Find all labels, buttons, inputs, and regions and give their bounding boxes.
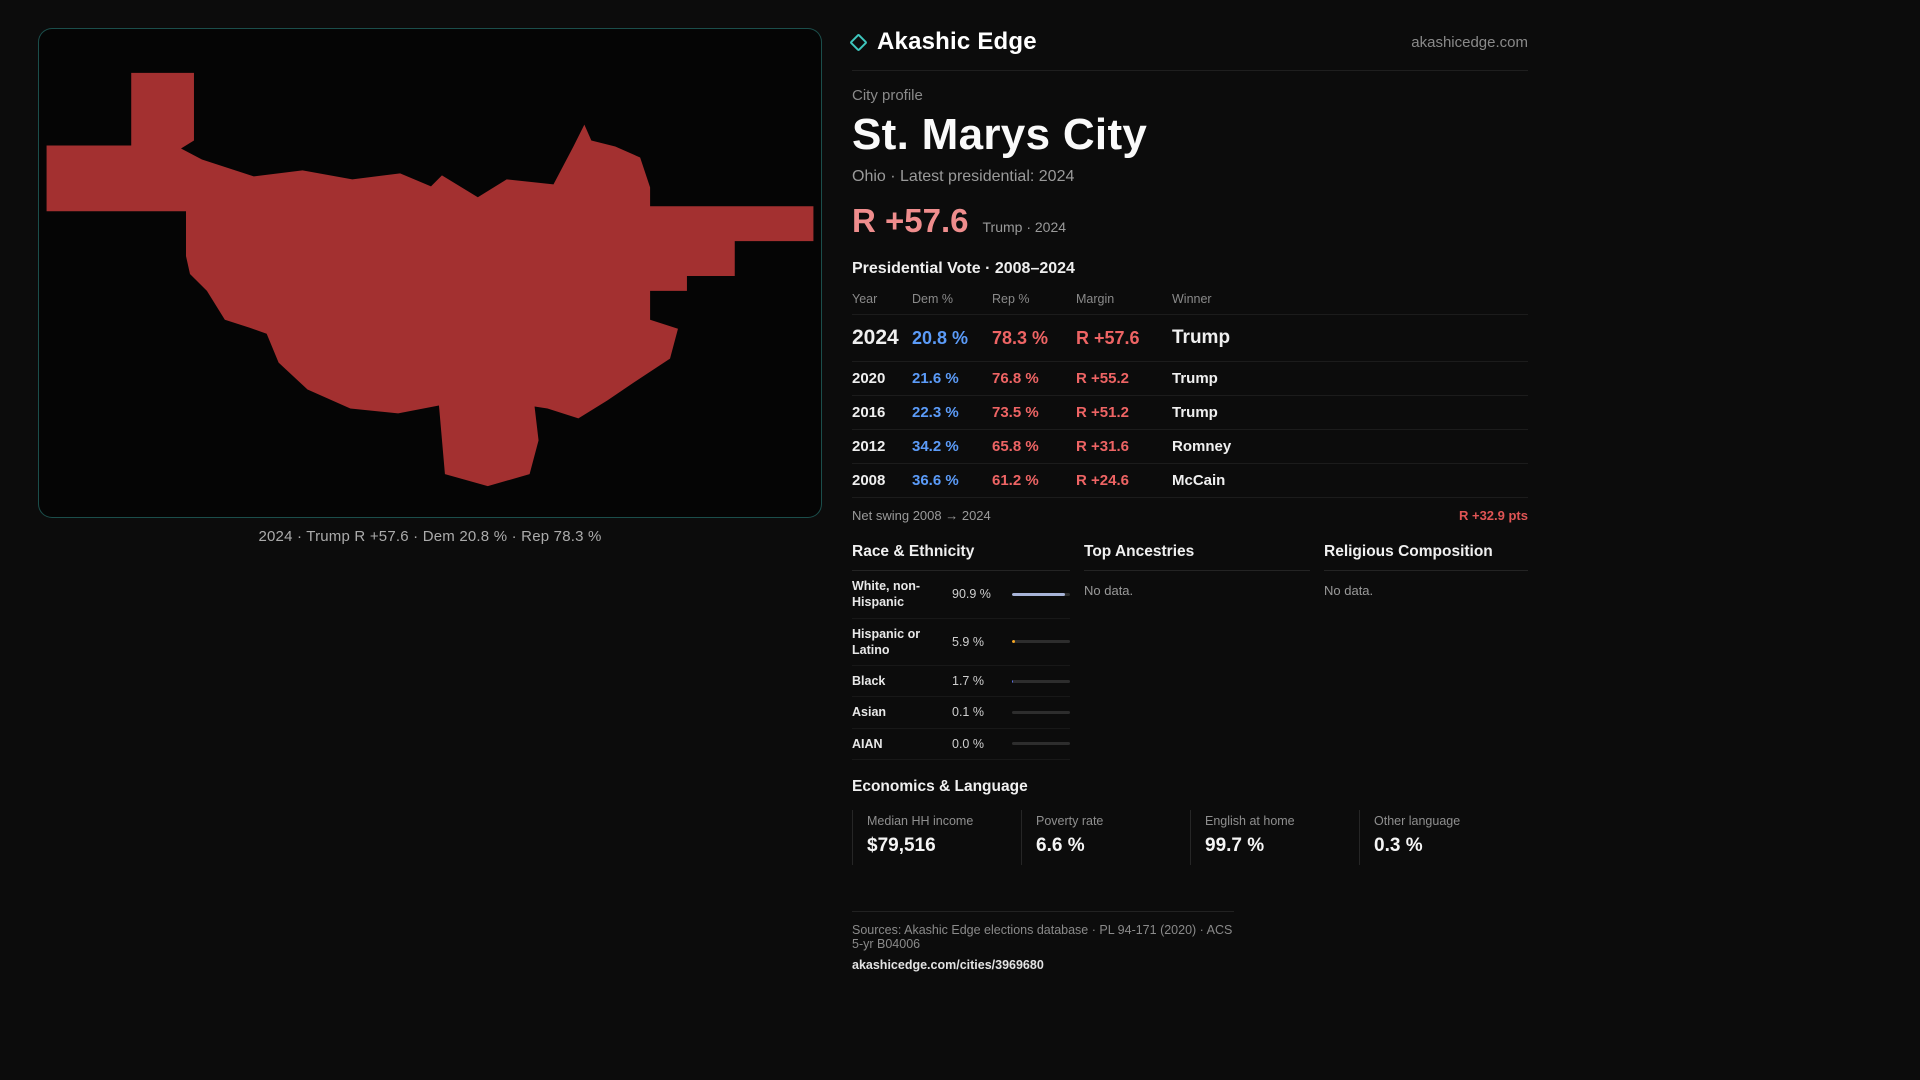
vote-table-title: Presidential Vote · 2008–2024	[852, 260, 1075, 277]
top-ancestries-column: Top Ancestries No data.	[1084, 543, 1310, 760]
race-row: Hispanic or Latino 5.9 %	[852, 619, 1070, 666]
race-bar	[1012, 679, 1070, 683]
headline-note: Trump · 2024	[982, 219, 1067, 235]
stat-card: English at home 99.7 %	[1190, 809, 1359, 865]
page-title: St. Marys City	[852, 110, 1148, 159]
race-ethnicity-column: Race & Ethnicity White, non-Hispanic 90.…	[852, 543, 1070, 760]
vote-table-header: Year Dem % Rep % Margin Winner	[852, 288, 1528, 314]
table-row: 2024 20.8 % 78.3 % R +57.6 Trump	[852, 314, 1528, 361]
profile-panel: Akashic Edge akashicedge.com City profil…	[849, 24, 1528, 974]
col-year: Year	[852, 292, 878, 306]
race-bar	[1012, 640, 1070, 644]
col-margin: Margin	[1076, 292, 1115, 306]
headline-margin: R +57.6	[852, 202, 969, 239]
col-dem: Dem %	[912, 292, 953, 306]
site-header: Akashic Edge akashicedge.com	[849, 24, 1528, 71]
stat-card: Median HH income $79,516	[852, 809, 1021, 865]
race-bar	[1012, 592, 1070, 596]
footer: Sources: Akashic Edge elections database…	[852, 910, 1234, 974]
city-profile-label: City profile	[852, 87, 923, 104]
col-rep: Rep %	[992, 292, 1030, 306]
race-row: Black 1.7 %	[852, 666, 1070, 698]
net-swing-label: Net swing 2008 → 2024	[852, 508, 991, 523]
net-swing-row: Net swing 2008 → 2024 R +32.9 pts	[852, 497, 1528, 535]
religious-composition-title: Religious Composition	[1324, 543, 1528, 571]
table-row: 2016 22.3 % 73.5 % R +51.2 Trump	[852, 395, 1528, 429]
race-row: Asian 0.1 %	[852, 697, 1070, 729]
race-row: AIAN 0.0 %	[852, 729, 1070, 760]
footer-permalink[interactable]: akashicedge.com/cities/3969680	[852, 957, 1044, 972]
city-boundary-shape	[46, 72, 814, 487]
headline: R +57.6 Trump · 2024	[852, 202, 1528, 240]
ancestries-empty: No data.	[1084, 583, 1134, 598]
race-bar	[1012, 710, 1070, 714]
vote-table: Year Dem % Rep % Margin Winner 2024 20.8…	[852, 288, 1528, 535]
stat-card: Other language 0.3 %	[1359, 809, 1528, 865]
brand: Akashic Edge	[849, 28, 1037, 56]
brand-name: Akashic Edge	[877, 28, 1037, 55]
city-map-panel	[38, 28, 822, 518]
col-winner: Winner	[1172, 292, 1212, 306]
economics-title: Economics & Language	[852, 777, 1028, 795]
race-bar	[1012, 742, 1070, 746]
top-ancestries-title: Top Ancestries	[1084, 543, 1310, 571]
stat-card: Poverty rate 6.6 %	[1021, 809, 1190, 865]
table-row: 2008 36.6 % 61.2 % R +24.6 McCain	[852, 463, 1528, 497]
economics-stats: Median HH income $79,516 Poverty rate 6.…	[852, 809, 1528, 865]
demographics-section: Race & Ethnicity White, non-Hispanic 90.…	[852, 543, 1528, 760]
city-map	[46, 72, 814, 487]
footer-sources: Sources: Akashic Edge elections database…	[852, 922, 1233, 951]
page-subtitle: Ohio · Latest presidential: 2024	[852, 168, 1075, 185]
net-swing-value: R +32.9 pts	[1458, 508, 1528, 523]
brand-domain-link[interactable]: akashicedge.com	[1411, 33, 1528, 51]
map-caption: 2024 · Trump R +57.6 · Dem 20.8 % · Rep …	[258, 528, 602, 545]
race-row: White, non-Hispanic 90.9 %	[852, 571, 1070, 619]
race-ethnicity-title: Race & Ethnicity	[852, 543, 1070, 571]
table-row: 2012 34.2 % 65.8 % R +31.6 Romney	[852, 429, 1528, 463]
table-row: 2020 21.6 % 76.8 % R +55.2 Trump	[852, 361, 1528, 395]
religious-composition-column: Religious Composition No data.	[1324, 543, 1528, 760]
religion-empty: No data.	[1324, 583, 1374, 598]
diamond-icon	[849, 32, 868, 52]
